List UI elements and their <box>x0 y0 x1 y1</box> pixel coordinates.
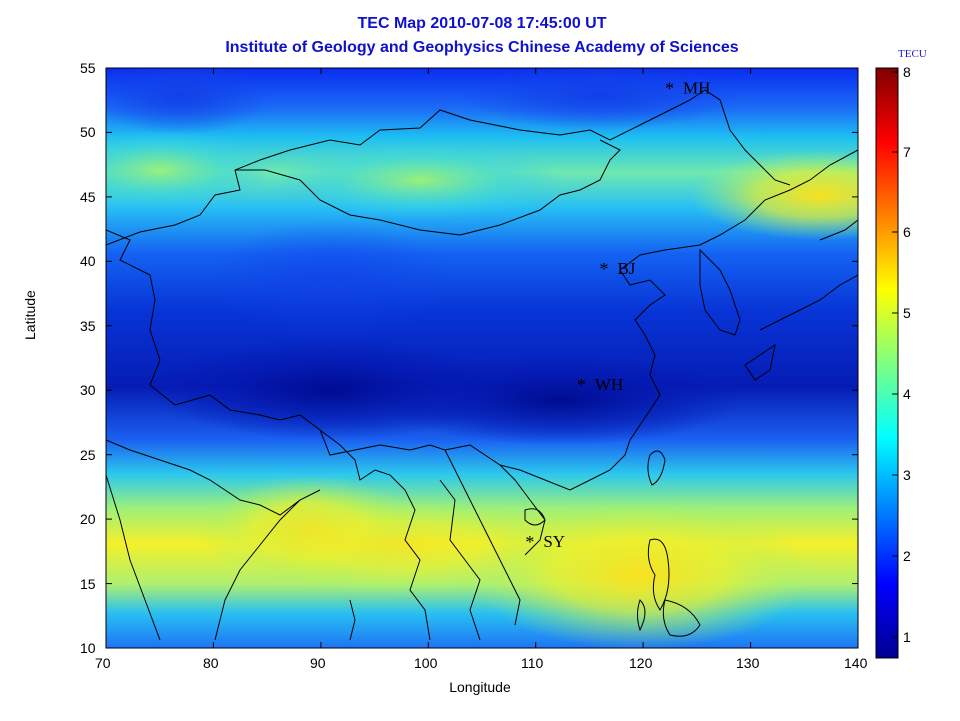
x-axis-label: Longitude <box>449 679 511 695</box>
plot-frame <box>105 67 859 649</box>
colorbar-tick-label: 4 <box>903 386 911 402</box>
station-marker-icon: * <box>665 78 674 98</box>
station-marker-icon: * <box>599 259 608 279</box>
y-tick-label: 50 <box>80 124 96 140</box>
x-tick-label: 130 <box>736 655 760 671</box>
station-label: SY <box>543 532 565 551</box>
colorbar-tick-label: 5 <box>903 305 911 321</box>
x-tick-label: 110 <box>521 655 544 671</box>
colorbar-tick-label: 6 <box>903 224 911 240</box>
station-label: WH <box>595 375 623 394</box>
y-tick-label: 10 <box>80 640 96 656</box>
y-tick-label: 20 <box>80 511 96 527</box>
y-tick-label: 30 <box>80 382 96 398</box>
tec-heatmap <box>106 68 858 648</box>
colorbar-tick-label: 3 <box>903 467 911 483</box>
station-markers: * MH * BJ * WH * SY <box>525 78 710 552</box>
x-tick-label: 80 <box>203 655 219 671</box>
x-tick-label: 70 <box>95 655 111 671</box>
colorbar-tick-label: 1 <box>903 629 911 645</box>
station-label: BJ <box>617 259 635 278</box>
map-title: TEC Map 2010-07-08 17:45:00 UT <box>357 15 607 32</box>
y-tick-label: 15 <box>80 576 96 592</box>
y-axis-label: Latitude <box>22 290 38 340</box>
station-marker-icon: * <box>577 375 586 395</box>
x-tick-label: 100 <box>414 655 438 671</box>
axis-ticks <box>105 68 859 648</box>
map-subtitle: Institute of Geology and Geophysics Chin… <box>225 39 739 56</box>
x-tick-label: 90 <box>310 655 326 671</box>
y-tick-label: 55 <box>80 60 96 76</box>
y-tick-label: 35 <box>80 318 96 334</box>
colorbar <box>875 67 899 659</box>
x-tick-label: 120 <box>629 655 653 671</box>
colorbar-tick-label: 7 <box>903 144 911 160</box>
y-tick-label: 45 <box>80 189 96 205</box>
colorbar-tick-label: 8 <box>903 64 911 80</box>
station-label: MH <box>683 78 710 97</box>
colorbar-ticks <box>892 71 898 638</box>
y-tick-label: 25 <box>80 447 96 463</box>
colorbar-tick-label: 2 <box>903 548 911 564</box>
x-tick-label: 140 <box>844 655 868 671</box>
colorbar-unit-label: TECU <box>898 48 927 60</box>
coastlines-borders <box>106 89 858 641</box>
y-tick-label: 40 <box>80 253 96 269</box>
station-marker-icon: * <box>525 532 534 552</box>
